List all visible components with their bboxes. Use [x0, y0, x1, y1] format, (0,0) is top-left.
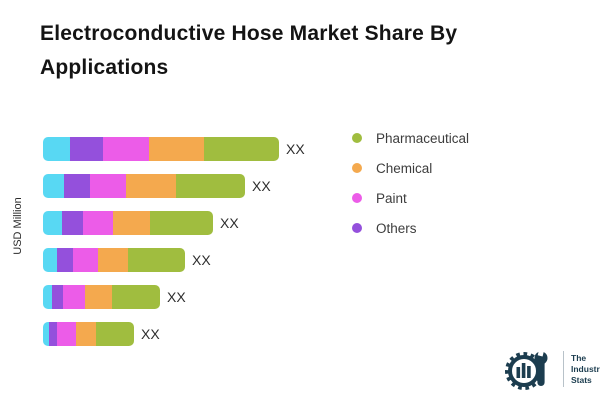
chart-title: Electroconductive Hose Market Share By A…: [40, 22, 458, 79]
legend-item-others[interactable]: Others: [352, 220, 469, 236]
bar-segment-pharmaceutical[interactable]: [128, 248, 185, 272]
bar-segment-others[interactable]: [62, 211, 83, 235]
stacked-bar[interactable]: [43, 285, 160, 309]
logo-text: The Industry Stats: [571, 353, 600, 386]
bar-segment-others[interactable]: [70, 137, 103, 161]
bar-segment-cyan[interactable]: [43, 137, 70, 161]
logo-line-1: The: [571, 352, 587, 363]
bar-row: XX: [43, 322, 305, 346]
bar-segment-cyan[interactable]: [43, 322, 49, 346]
bar-value-label: XX: [167, 289, 186, 305]
bar-segment-pharmaceutical[interactable]: [176, 174, 245, 198]
legend-dot-icon: [352, 133, 362, 143]
bar-row: XX: [43, 248, 305, 272]
legend-dot-icon: [352, 193, 362, 203]
stacked-bar[interactable]: [43, 174, 245, 198]
bar-value-label: XX: [286, 141, 305, 157]
bar-segment-chemical[interactable]: [113, 211, 150, 235]
bar-segment-chemical[interactable]: [98, 248, 128, 272]
bar-value-label: XX: [141, 326, 160, 342]
bar-segment-cyan[interactable]: [43, 211, 62, 235]
bar-segment-others[interactable]: [57, 248, 73, 272]
bar-segment-chemical[interactable]: [149, 137, 204, 161]
bar-segment-cyan[interactable]: [43, 248, 57, 272]
legend-dot-icon: [352, 163, 362, 173]
bar-row: XX: [43, 174, 305, 198]
legend-item-chemical[interactable]: Chemical: [352, 160, 469, 176]
bar-segment-chemical[interactable]: [76, 322, 96, 346]
legend-dot-icon: [352, 223, 362, 233]
stacked-bar-chart: XX XX XX XX XX XX: [43, 137, 305, 346]
gear-wrench-icon: [505, 348, 548, 390]
stacked-bar[interactable]: [43, 137, 279, 161]
stacked-bar[interactable]: [43, 322, 134, 346]
bar-row: XX: [43, 137, 305, 161]
legend-item-pharmaceutical[interactable]: Pharmaceutical: [352, 130, 470, 146]
bar-segment-paint[interactable]: [103, 137, 149, 161]
bar-segment-pharmaceutical[interactable]: [150, 211, 213, 235]
bar-value-label: XX: [252, 178, 271, 194]
bar-value-label: XX: [220, 215, 239, 231]
bar-segment-others[interactable]: [64, 174, 90, 198]
logo-line-3: Stats: [571, 374, 592, 385]
legend-label: Others: [376, 220, 417, 236]
bar-segment-pharmaceutical[interactable]: [112, 285, 160, 309]
stacked-bar[interactable]: [43, 211, 213, 235]
bar-value-label: XX: [192, 252, 211, 268]
legend-label: Paint: [376, 190, 407, 206]
legend-label: Chemical: [376, 160, 433, 176]
legend-label: Pharmaceutical: [376, 130, 470, 146]
bar-segment-chemical[interactable]: [126, 174, 176, 198]
bar-row: XX: [43, 285, 305, 309]
bar-segment-paint[interactable]: [57, 322, 76, 346]
logo-divider: [563, 351, 564, 387]
bar-segment-paint[interactable]: [73, 248, 98, 272]
bar-segment-paint[interactable]: [63, 285, 85, 309]
the-industry-stats-logo: The Industry Stats: [504, 346, 600, 392]
bar-segment-paint[interactable]: [90, 174, 126, 198]
bar-segment-others[interactable]: [49, 322, 57, 346]
logo-line-2: Industry: [571, 363, 600, 374]
bar-segment-chemical[interactable]: [85, 285, 112, 309]
bar-segment-others[interactable]: [52, 285, 63, 309]
chart-legend: Pharmaceutical Chemical Paint Others: [352, 130, 470, 236]
bar-segment-pharmaceutical[interactable]: [204, 137, 279, 161]
bar-segment-cyan[interactable]: [43, 285, 52, 309]
bar-segment-paint[interactable]: [83, 211, 113, 235]
bar-row: XX: [43, 211, 305, 235]
stacked-bar[interactable]: [43, 248, 185, 272]
y-axis-label: USD Million: [12, 197, 24, 255]
bar-segment-pharmaceutical[interactable]: [96, 322, 134, 346]
legend-item-paint[interactable]: Paint: [352, 190, 469, 206]
bar-segment-cyan[interactable]: [43, 174, 64, 198]
